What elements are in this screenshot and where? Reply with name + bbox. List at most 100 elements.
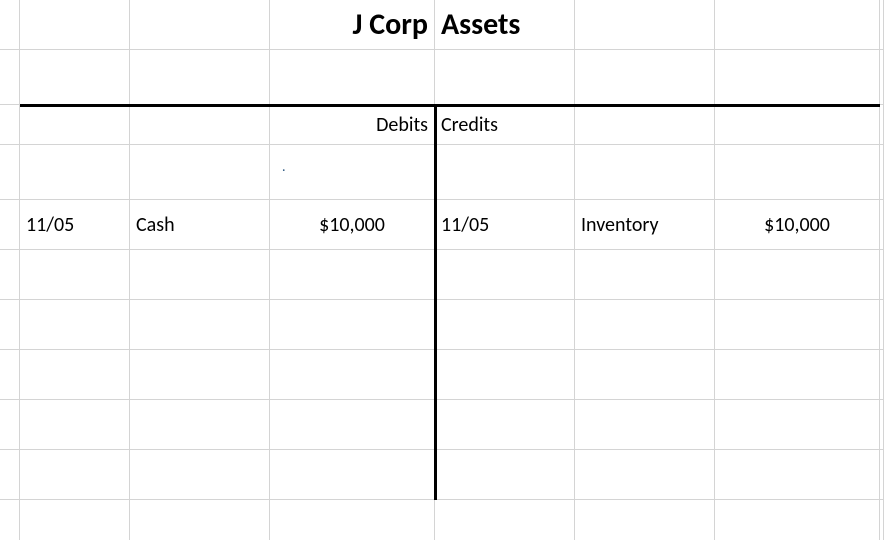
cell-a9[interactable] <box>20 400 130 450</box>
gutter-cell[interactable] <box>0 200 20 250</box>
cell-a7[interactable] <box>20 300 130 350</box>
cell-c2[interactable] <box>270 50 435 105</box>
cell-a4[interactable] <box>20 145 130 200</box>
cell-e3[interactable] <box>575 105 715 145</box>
cell-f6[interactable] <box>715 250 880 300</box>
cell-b3[interactable] <box>130 105 270 145</box>
gutter-cell[interactable] <box>0 0 20 50</box>
credit-account-text: Inventory <box>581 213 659 237</box>
cell-f1[interactable] <box>715 0 880 50</box>
cell-a10[interactable] <box>20 450 130 500</box>
cell-d6[interactable] <box>435 250 575 300</box>
cell-b7[interactable] <box>130 300 270 350</box>
title-left-text: J Corp <box>353 6 428 43</box>
cell-e8[interactable] <box>575 350 715 400</box>
cell-a6[interactable] <box>20 250 130 300</box>
gutter-cell[interactable] <box>0 105 20 145</box>
gutter-cell[interactable] <box>0 50 20 105</box>
debit-account-cell[interactable]: Cash <box>130 200 270 250</box>
debit-account-text: Cash <box>136 213 175 237</box>
title-left-cell[interactable]: J Corp <box>270 0 435 50</box>
credit-account-cell[interactable]: Inventory <box>575 200 715 250</box>
credits-header-cell[interactable]: Credits <box>435 105 575 145</box>
cell-d7[interactable] <box>435 300 575 350</box>
cell-g6[interactable] <box>880 250 884 300</box>
gutter-cell[interactable] <box>0 250 20 300</box>
cell-f10[interactable] <box>715 450 880 500</box>
debit-amount-text: $10,000 <box>319 213 385 237</box>
cell-c11[interactable] <box>270 500 435 540</box>
cell-b6[interactable] <box>130 250 270 300</box>
cell-c10[interactable] <box>270 450 435 500</box>
cell-f11[interactable] <box>715 500 880 540</box>
credit-date-cell[interactable]: 11/05 <box>435 200 575 250</box>
cell-e7[interactable] <box>575 300 715 350</box>
cell-f4[interactable] <box>715 145 880 200</box>
cell-d11[interactable] <box>435 500 575 540</box>
cell-e4[interactable] <box>575 145 715 200</box>
cell-b4[interactable] <box>130 145 270 200</box>
debit-date-cell[interactable]: 11/05 <box>20 200 130 250</box>
cell-a2[interactable] <box>20 50 130 105</box>
cell-f8[interactable] <box>715 350 880 400</box>
spreadsheet-grid[interactable]: J Corp Assets Debits Credits 11/05 Cash … <box>0 0 884 540</box>
gutter-cell[interactable] <box>0 500 20 540</box>
gutter-cell[interactable] <box>0 450 20 500</box>
cell-f3[interactable] <box>715 105 880 145</box>
cell-f7[interactable] <box>715 300 880 350</box>
cell-g1[interactable] <box>880 0 884 50</box>
cell-e10[interactable] <box>575 450 715 500</box>
cell-c6[interactable] <box>270 250 435 300</box>
cell-a3[interactable] <box>20 105 130 145</box>
cell-g8[interactable] <box>880 350 884 400</box>
cell-e1[interactable] <box>575 0 715 50</box>
cell-g5[interactable] <box>880 200 884 250</box>
cell-e6[interactable] <box>575 250 715 300</box>
cell-g11[interactable] <box>880 500 884 540</box>
credits-header-text: Credits <box>441 113 498 137</box>
cell-d2[interactable] <box>435 50 575 105</box>
cell-c8[interactable] <box>270 350 435 400</box>
cell-f2[interactable] <box>715 50 880 105</box>
cell-d4[interactable] <box>435 145 575 200</box>
t-account-vertical-line <box>434 104 437 500</box>
cell-d10[interactable] <box>435 450 575 500</box>
cell-b11[interactable] <box>130 500 270 540</box>
cell-b2[interactable] <box>130 50 270 105</box>
t-account-horizontal-line <box>20 104 880 107</box>
cell-f9[interactable] <box>715 400 880 450</box>
cell-g10[interactable] <box>880 450 884 500</box>
stray-dot-mark: . <box>282 158 286 175</box>
cell-b9[interactable] <box>130 400 270 450</box>
cell-c9[interactable] <box>270 400 435 450</box>
cell-e9[interactable] <box>575 400 715 450</box>
cell-b10[interactable] <box>130 450 270 500</box>
gutter-cell[interactable] <box>0 300 20 350</box>
cell-d8[interactable] <box>435 350 575 400</box>
cell-a1[interactable] <box>20 0 130 50</box>
gutter-cell[interactable] <box>0 145 20 200</box>
cell-e2[interactable] <box>575 50 715 105</box>
cell-g2[interactable] <box>880 50 884 105</box>
cell-b1[interactable] <box>130 0 270 50</box>
cell-a8[interactable] <box>20 350 130 400</box>
title-right-cell[interactable]: Assets <box>435 0 575 50</box>
cell-e11[interactable] <box>575 500 715 540</box>
cell-d9[interactable] <box>435 400 575 450</box>
credit-amount-cell[interactable]: $10,000 <box>715 200 880 250</box>
debit-date-text: 11/05 <box>26 213 74 237</box>
debit-amount-cell[interactable]: $10,000 <box>270 200 435 250</box>
cell-g9[interactable] <box>880 400 884 450</box>
gutter-cell[interactable] <box>0 400 20 450</box>
credit-date-text: 11/05 <box>441 213 489 237</box>
cell-g4[interactable] <box>880 145 884 200</box>
cell-g3[interactable] <box>880 105 884 145</box>
debits-header-cell[interactable]: Debits <box>270 105 435 145</box>
cell-b8[interactable] <box>130 350 270 400</box>
cell-c7[interactable] <box>270 300 435 350</box>
cell-c4[interactable] <box>270 145 435 200</box>
cell-a11[interactable] <box>20 500 130 540</box>
cell-g7[interactable] <box>880 300 884 350</box>
gutter-cell[interactable] <box>0 350 20 400</box>
credit-amount-text: $10,000 <box>764 213 830 237</box>
